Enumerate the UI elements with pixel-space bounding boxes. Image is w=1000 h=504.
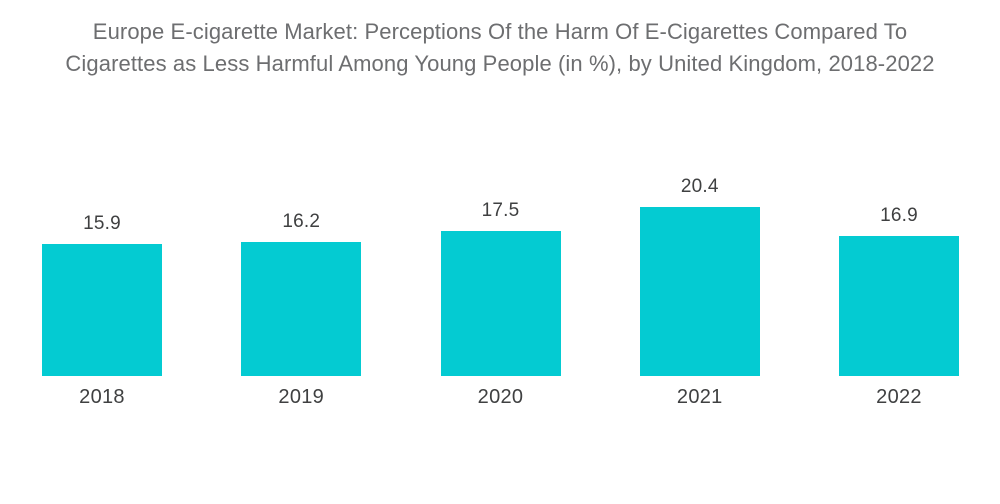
x-tick-label-2022: 2022 (876, 386, 922, 408)
bar-value-label: 20.4 (680, 176, 719, 197)
x-tick-label-2021: 2021 (676, 386, 723, 408)
x-axis-labels: 2018 2019 2020 2021 2022 (0, 386, 1000, 409)
x-tick-label-2019: 2019 (278, 386, 325, 408)
bar-2018 (42, 244, 162, 376)
bar-column-2019: 16.2 (241, 211, 362, 376)
bar-column-2021: 20.4 (639, 176, 760, 376)
bar-value-label: 15.9 (83, 213, 121, 234)
plot-area: 15.9 16.2 17.5 20.4 16.9 (0, 136, 1000, 376)
x-tick-label-2020: 2020 (477, 386, 524, 408)
bar-2021 (639, 207, 760, 376)
bar-value-label: 16.2 (282, 211, 321, 232)
bar-value-label: 16.9 (880, 205, 918, 226)
bar-2019 (241, 242, 362, 376)
bar-column-2020: 17.5 (440, 200, 561, 376)
x-tick-label-2018: 2018 (79, 386, 125, 408)
chart-title-line-1: Europe E-cigarette Market: Perceptions O… (92, 19, 908, 44)
bar-value-label: 17.5 (481, 200, 520, 221)
chart-title: Europe E-cigarette Market: Perceptions O… (0, 0, 1000, 80)
bar-2022 (839, 236, 959, 376)
chart-title-line-2: Cigarettes as Less Harmful Among Young P… (65, 51, 935, 76)
bar-column-2018: 15.9 (42, 213, 162, 376)
bar-2020 (440, 231, 561, 376)
bar-column-2022: 16.9 (839, 205, 959, 376)
